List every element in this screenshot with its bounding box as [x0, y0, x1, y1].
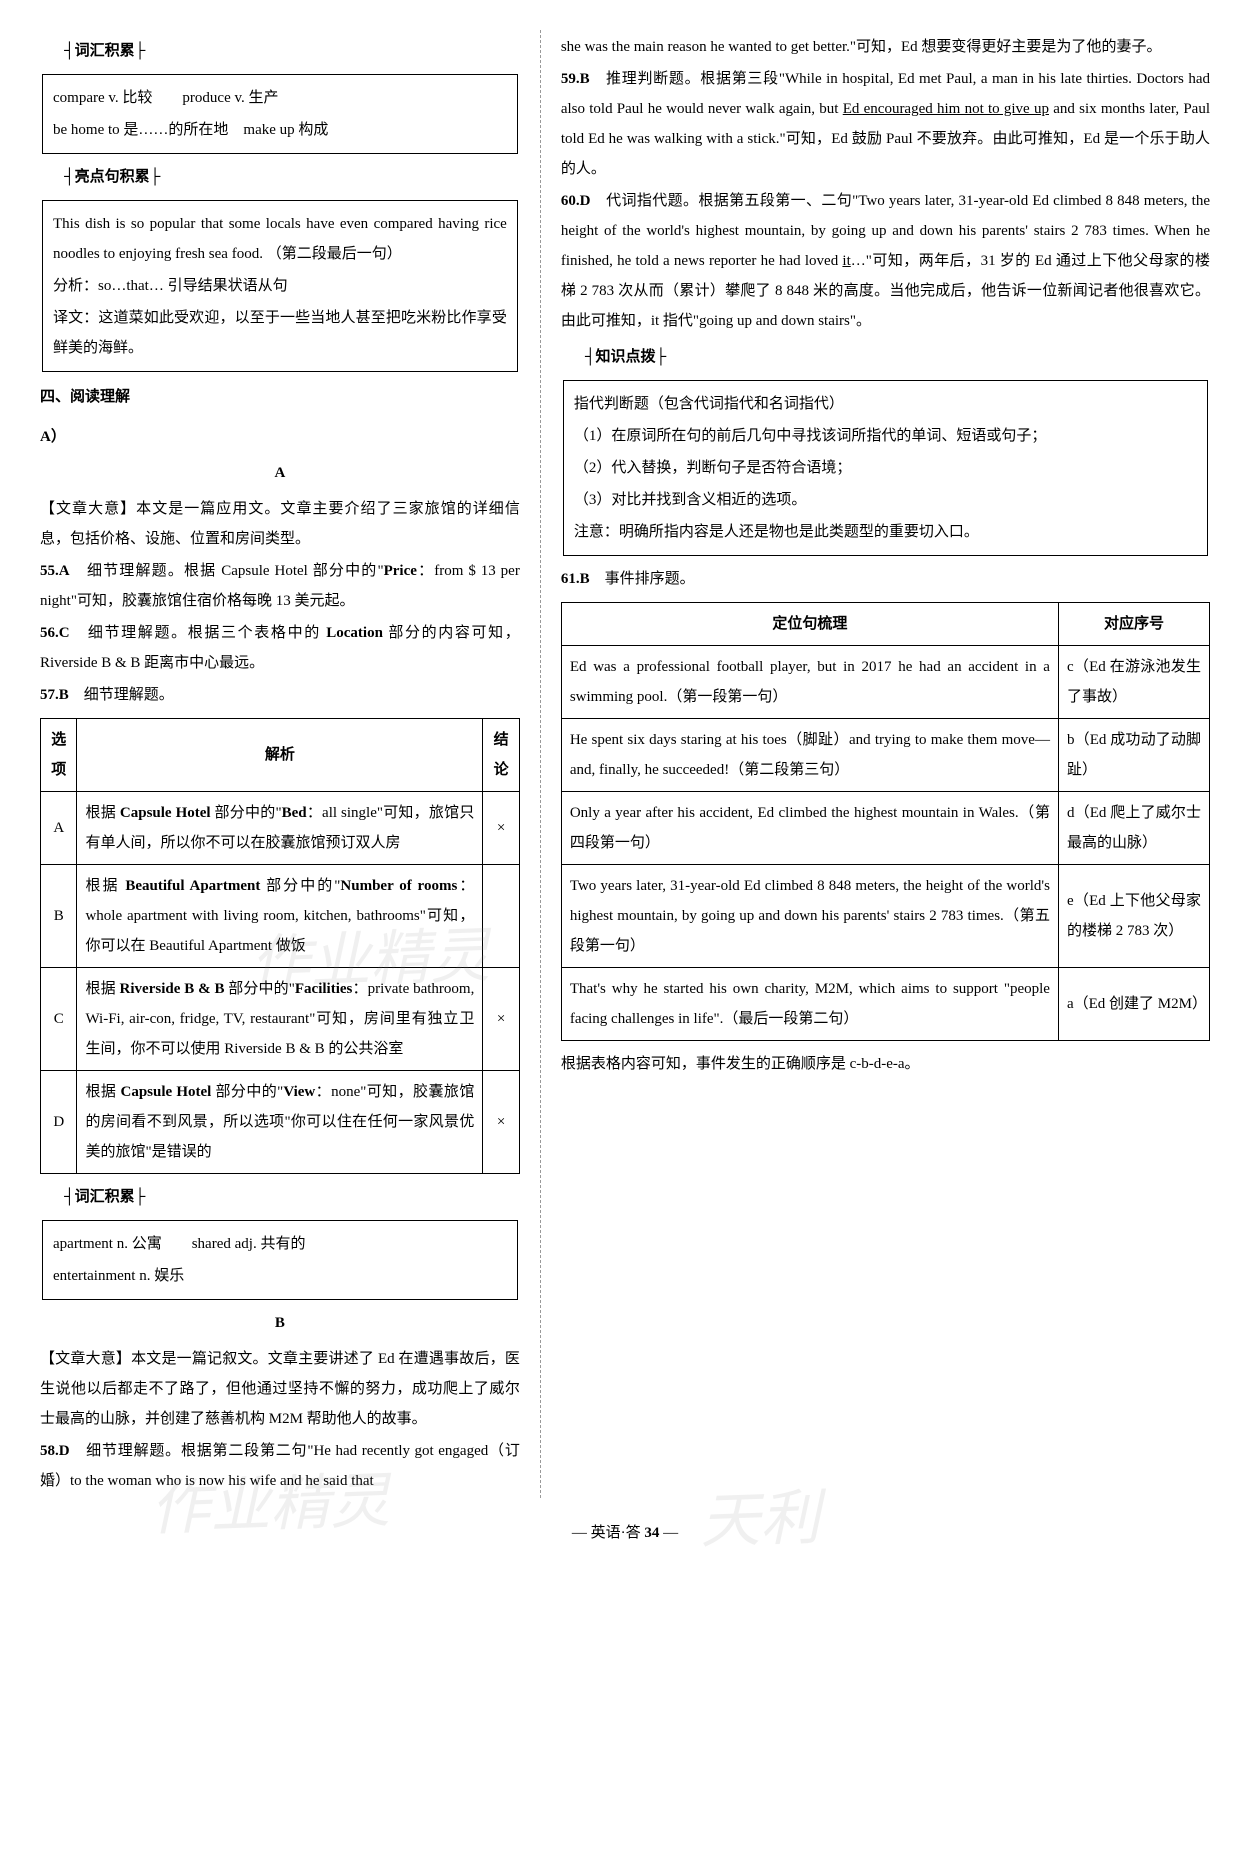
sentence-line: 译文：这道菜如此受欢迎，以至于一些当地人甚至把吃米粉比作享受鲜美的海鲜。 — [53, 303, 507, 363]
answer-58: 58.D 细节理解题。根据第二段第二句"He had recently got … — [40, 1436, 520, 1496]
answer-61: 61.B 事件排序题。 — [561, 564, 1210, 594]
summary-a: 【文章大意】本文是一篇应用文。文章主要介绍了三家旅馆的详细信息，包括价格、设施、… — [40, 494, 520, 554]
box-label: ┤亮点句积累├ — [60, 162, 164, 192]
answer-55: 55.A 55.A 细节理解题。根据 Capsule Hotel 部分中的"Pr… — [40, 556, 520, 616]
vocab-line: be home to 是……的所在地 make up 构成 — [53, 115, 507, 145]
answer-60: 60.D 代词指代题。根据第五段第一、二句"Two years later, 3… — [561, 186, 1210, 336]
table-row: Only a year after his accident, Ed climb… — [561, 792, 1209, 865]
answer-56: 56.C 细节理解题。根据三个表格中的 Location 部分的内容可知，Riv… — [40, 618, 520, 678]
vocab-line: apartment n. 公寓 shared adj. 共有的 — [53, 1229, 507, 1259]
vocab-line: compare v. 比较 produce v. 生产 — [53, 83, 507, 113]
vocab-line: entertainment n. 娱乐 — [53, 1261, 507, 1291]
table-row: Ed was a professional football player, b… — [561, 646, 1209, 719]
table-row: That's why he started his own charity, M… — [561, 968, 1209, 1041]
page-footer: — 英语·答 34 — — [40, 1518, 1210, 1548]
table-row: A 根据 Capsule Hotel 部分中的"Bed：all single"可… — [41, 792, 520, 865]
knowledge-line: （1）在原词所在句的前后几句中寻找该词所指代的单词、短语或句子； — [574, 421, 1197, 451]
sequence-table: 定位句梳理 对应序号 Ed was a professional footbal… — [561, 602, 1210, 1041]
box-label: ┤词汇积累├ — [60, 1182, 149, 1212]
column-divider — [540, 30, 541, 1498]
th-analysis: 解析 — [77, 719, 483, 792]
knowledge-line: 注意：明确所指内容是人还是物也是此类题型的重要切入口。 — [574, 517, 1197, 547]
options-table: 选项 解析 结论 A 根据 Capsule Hotel 部分中的"Bed：all… — [40, 718, 520, 1174]
left-column: ┤词汇积累├ compare v. 比较 produce v. 生产 be ho… — [40, 30, 520, 1498]
th-result: 结论 — [483, 719, 520, 792]
th-sentence: 定位句梳理 — [561, 603, 1058, 646]
table-row: D 根据 Capsule Hotel 部分中的"View：none"可知，胶囊旅… — [41, 1071, 520, 1174]
part-label: A） — [40, 422, 520, 452]
table-row: Two years later, 31-year-old Ed climbed … — [561, 865, 1209, 968]
answer-57: 57.B 细节理解题。 — [40, 680, 520, 710]
table-conclusion: 根据表格内容可知，事件发生的正确顺序是 c-b-d-e-a。 — [561, 1049, 1210, 1079]
box-label: ┤知识点拨├ — [581, 342, 670, 372]
passage-letter-a: A — [40, 458, 520, 488]
vocab-box-1: ┤词汇积累├ compare v. 比较 produce v. 生产 be ho… — [40, 36, 520, 154]
table-row: C 根据 Riverside B & B 部分中的"Facilities：pri… — [41, 968, 520, 1071]
sentence-line: 分析：so…that… 引导结果状语从句 — [53, 271, 507, 301]
reading-heading: 四、阅读理解 — [40, 382, 520, 412]
right-column: she was the main reason he wanted to get… — [561, 30, 1210, 1498]
answer-59: 59.B 推理判断题。根据第三段"While in hospital, Ed m… — [561, 64, 1210, 184]
page: ┤词汇积累├ compare v. 比较 produce v. 生产 be ho… — [40, 30, 1210, 1498]
sentence-line: This dish is so popular that some locals… — [53, 209, 507, 269]
knowledge-line: （2）代入替换，判断句子是否符合语境； — [574, 453, 1197, 483]
knowledge-box: ┤知识点拨├ 指代判断题（包含代词指代和名词指代） （1）在原词所在句的前后几句… — [561, 342, 1210, 556]
knowledge-line: （3）对比并找到含义相近的选项。 — [574, 485, 1197, 515]
th-order: 对应序号 — [1058, 603, 1209, 646]
sentence-box-1: ┤亮点句积累├ This dish is so popular that som… — [40, 162, 520, 372]
summary-b: 【文章大意】本文是一篇记叙文。文章主要讲述了 Ed 在遭遇事故后，医生说他以后都… — [40, 1344, 520, 1434]
vocab-box-2: ┤词汇积累├ apartment n. 公寓 shared adj. 共有的 e… — [40, 1182, 520, 1300]
box-label: ┤词汇积累├ — [60, 36, 149, 66]
knowledge-line: 指代判断题（包含代词指代和名词指代） — [574, 389, 1197, 419]
table-row: He spent six days staring at his toes（脚趾… — [561, 719, 1209, 792]
th-option: 选项 — [41, 719, 77, 792]
table-row: B 根据 Beautiful Apartment 部分中的"Number of … — [41, 865, 520, 968]
passage-letter-b: B — [40, 1308, 520, 1338]
answer-58-cont: she was the main reason he wanted to get… — [561, 32, 1210, 62]
